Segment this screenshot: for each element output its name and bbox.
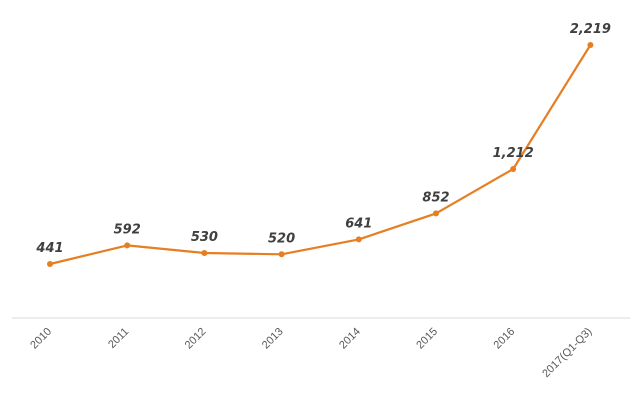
x-tick-label: 2015	[414, 326, 440, 352]
x-tick-label: 2011	[106, 326, 131, 351]
data-label: 592	[114, 222, 141, 237]
data-label: 520	[268, 231, 295, 246]
data-labels-group: 441 592 530 520 641 852 1,212 2,219	[35, 22, 611, 256]
data-label: 1,212	[493, 146, 534, 161]
data-point	[433, 210, 439, 217]
x-tick-label: 2014	[337, 326, 363, 352]
data-label: 441	[35, 241, 63, 256]
x-tick-label: 2017(Q1-Q3)	[540, 326, 594, 380]
points-group	[47, 42, 594, 267]
data-point	[587, 42, 594, 48]
data-point	[510, 166, 517, 173]
series-group	[49, 44, 592, 266]
data-point	[355, 236, 362, 243]
data-label: 530	[191, 230, 218, 245]
data-label: 852	[422, 190, 449, 205]
data-point	[278, 251, 285, 258]
data-point	[124, 242, 131, 249]
data-point	[47, 261, 53, 267]
data-label: 2,219	[570, 22, 611, 37]
data-point	[201, 250, 208, 257]
series-line	[49, 44, 592, 266]
x-tick-label: 2010	[28, 326, 54, 352]
x-tick-label: 2012	[183, 326, 209, 352]
x-tick-label: 2013	[260, 326, 286, 352]
x-tick-labels-group: 2010 2011 2012 2013 2014 2015 2016 2017(Q1-Q3)	[28, 326, 594, 380]
x-tick-label: 2016	[492, 326, 518, 352]
data-label: 641	[345, 216, 372, 231]
